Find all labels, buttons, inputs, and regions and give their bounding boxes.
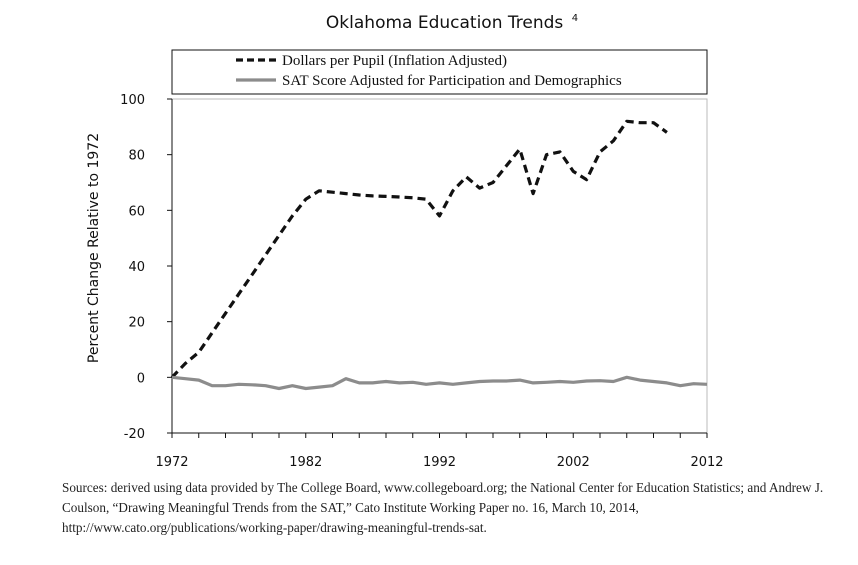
y-axis-label: Percent Change Relative to 1972 <box>86 133 102 363</box>
y-tick-label: 20 <box>128 316 145 331</box>
legend-label-sat: SAT Score Adjusted for Participation and… <box>282 73 622 89</box>
x-tick-label: 1992 <box>423 455 456 470</box>
legend-box <box>171 49 708 95</box>
x-tick-label: 1972 <box>155 455 188 470</box>
y-tick-label: 100 <box>120 93 145 108</box>
x-tick-label: 2002 <box>557 455 590 470</box>
chart-title: Oklahoma Education Trends 4 <box>326 13 578 33</box>
y-axis-ticks: -20 0 20 40 60 80 100 <box>120 93 172 442</box>
series-line-sat-score <box>171 375 708 391</box>
source-note: Sources: derived using data provided by … <box>62 480 824 535</box>
education-trends-chart: Oklahoma Education Trends 4 Dollars per … <box>86 13 724 470</box>
series-line-dollars-per-pupil <box>170 119 668 379</box>
x-axis-ticks: 1972 1982 1992 2002 2012 <box>155 433 724 470</box>
y-tick-label: 80 <box>128 149 145 164</box>
y-tick-label: 0 <box>137 371 145 386</box>
y-tick-label: -20 <box>124 427 145 442</box>
y-tick-label: 40 <box>128 260 145 275</box>
chart-title-text: Oklahoma Education Trends <box>326 13 563 33</box>
legend-label-dollars: Dollars per Pupil (Inflation Adjusted) <box>282 53 507 69</box>
series-layer <box>170 119 708 391</box>
x-tick-label: 2012 <box>690 455 723 470</box>
y-tick-label: 60 <box>128 204 145 219</box>
chart-title-footnote: 4 <box>572 13 578 24</box>
legend-label-sat-clip: SAT Score Adjusted for Participation and… <box>282 73 622 89</box>
x-tick-label: 1982 <box>289 455 322 470</box>
